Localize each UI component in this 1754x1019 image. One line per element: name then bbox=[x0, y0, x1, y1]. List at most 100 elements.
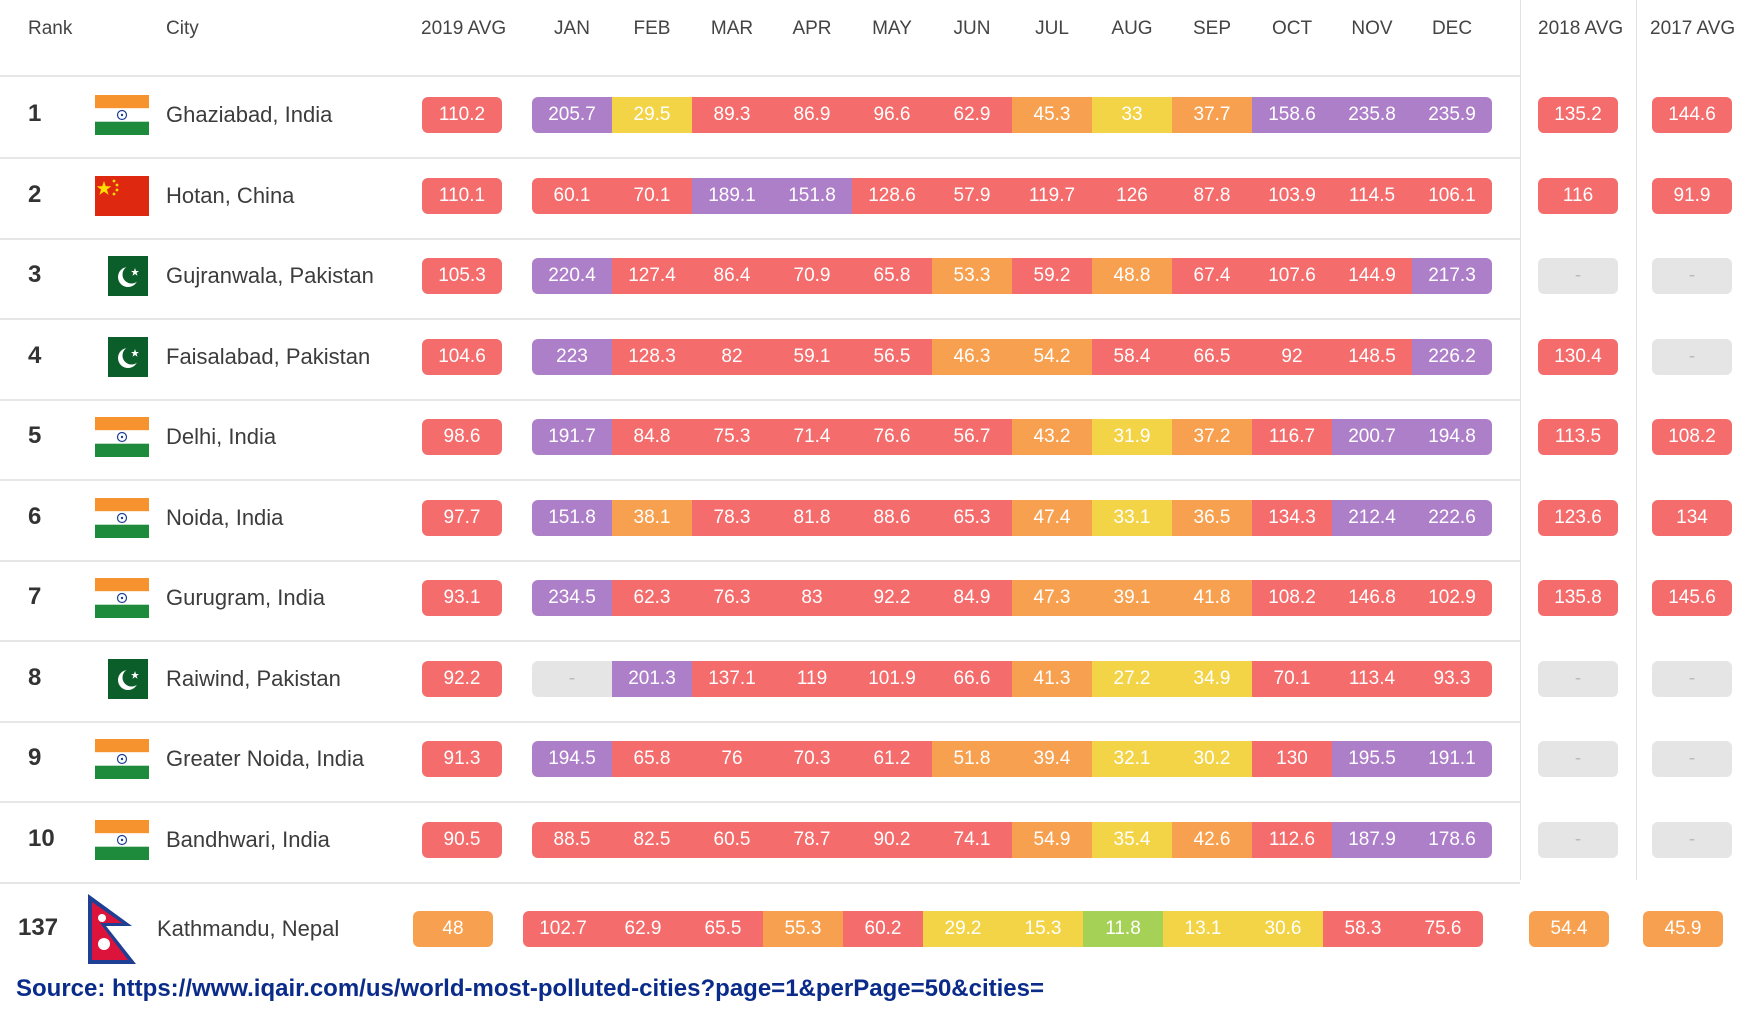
avg2017-cell: 91.9 bbox=[1652, 177, 1732, 214]
avg2019-cell: 91.3 bbox=[422, 741, 502, 777]
month-cell-dec: 194.8 bbox=[1412, 419, 1492, 455]
month-cell-sep: 41.8 bbox=[1172, 580, 1252, 616]
month-cell-jul: 59.2 bbox=[1012, 258, 1092, 294]
month-cell-dec: 235.9 bbox=[1412, 97, 1492, 133]
column-divider-2017 bbox=[1636, 0, 1637, 880]
month-cell-dec: 222.6 bbox=[1412, 499, 1492, 536]
month-cell-jul: 119.7 bbox=[1012, 177, 1092, 214]
avg2019-cell: 104.6 bbox=[422, 338, 502, 375]
month-cell-may: 88.6 bbox=[852, 499, 932, 536]
month-cell-aug: 32.1 bbox=[1092, 741, 1172, 777]
month-cell-oct: 112.6 bbox=[1252, 821, 1332, 858]
month-cell-mar: 82 bbox=[692, 338, 772, 375]
row-divider bbox=[0, 640, 1520, 642]
row-divider bbox=[0, 881, 1520, 884]
month-cell-jun: 56.7 bbox=[932, 419, 1012, 455]
month-cell-dec: 226.2 bbox=[1412, 338, 1492, 375]
avg2018-cell: 135.2 bbox=[1538, 97, 1618, 133]
city-name: Hotan, China bbox=[166, 182, 295, 208]
month-cell-oct: 107.6 bbox=[1252, 258, 1332, 294]
month-cell-aug: 33.1 bbox=[1092, 499, 1172, 536]
month-cell-jul: 43.2 bbox=[1012, 419, 1092, 455]
month-header-nov: NOV bbox=[1351, 18, 1393, 39]
avg2019-cell: 48 bbox=[413, 911, 493, 947]
row-divider bbox=[0, 559, 1520, 562]
avg2017-cell: 108.2 bbox=[1652, 419, 1732, 455]
month-header-sep: SEP bbox=[1192, 18, 1232, 39]
india-flag bbox=[95, 819, 149, 865]
month-cell-jan: 205.7 bbox=[532, 97, 612, 133]
month-cell-apr: 59.1 bbox=[772, 338, 852, 375]
month-cell-feb: 82.5 bbox=[612, 821, 692, 858]
month-cell-nov: 144.9 bbox=[1332, 258, 1412, 294]
avg2017-cell: 134 bbox=[1652, 499, 1732, 536]
avg2017-cell: - bbox=[1652, 821, 1732, 858]
month-header-jun: JUN bbox=[953, 18, 991, 39]
row-divider bbox=[0, 157, 1520, 159]
month-header-aug: AUG bbox=[1111, 18, 1153, 39]
avg2017-cell: - bbox=[1652, 741, 1732, 777]
pakistan-flag bbox=[108, 658, 148, 704]
month-cell-mar: 60.5 bbox=[692, 821, 772, 858]
avg2019-header: 2019 AVG bbox=[421, 18, 507, 39]
month-cell-dec: 191.1 bbox=[1412, 741, 1492, 777]
month-cell-apr: 83 bbox=[772, 580, 852, 616]
avg2018-cell: 135.8 bbox=[1538, 580, 1618, 616]
city-name: Delhi, India bbox=[166, 424, 277, 449]
month-cell-jul: 45.3 bbox=[1012, 97, 1092, 133]
india-flag bbox=[95, 417, 149, 462]
month-cell-apr: 70.3 bbox=[772, 741, 852, 777]
month-cell-mar: 86.4 bbox=[692, 258, 772, 294]
month-cell-feb: 29.5 bbox=[612, 97, 692, 133]
month-cell-feb: 70.1 bbox=[612, 177, 692, 214]
month-cell-sep: 34.9 bbox=[1172, 660, 1252, 697]
month-cell-jan: 102.7 bbox=[523, 911, 603, 947]
month-cell-may: 96.6 bbox=[852, 97, 932, 133]
month-cell-jun: 65.3 bbox=[932, 499, 1012, 536]
month-header-jan: JAN bbox=[554, 18, 590, 39]
avg2017-header: 2017 AVG bbox=[1650, 18, 1736, 39]
pakistan-flag bbox=[108, 256, 148, 301]
rank-cell: 8 bbox=[28, 663, 42, 691]
month-cell-sep: 87.8 bbox=[1172, 177, 1252, 214]
avg2018-cell: 116 bbox=[1538, 177, 1618, 214]
month-cell-jun: 84.9 bbox=[932, 580, 1012, 616]
month-cell-jun: 66.6 bbox=[932, 660, 1012, 697]
india-flag bbox=[95, 95, 149, 140]
pakistan-flag bbox=[108, 336, 148, 382]
month-cell-oct: 92 bbox=[1252, 338, 1332, 375]
month-cell-apr: 71.4 bbox=[772, 419, 852, 455]
avg2018-cell: 130.4 bbox=[1538, 338, 1618, 375]
month-cell-nov: 114.5 bbox=[1332, 177, 1412, 214]
month-cell-jan: 220.4 bbox=[532, 258, 612, 294]
avg2019-cell: 105.3 bbox=[422, 258, 502, 294]
avg2019-cell: 92.2 bbox=[422, 660, 502, 697]
month-cell-may: 90.2 bbox=[852, 821, 932, 858]
avg2017-cell: - bbox=[1652, 660, 1732, 697]
month-cell-jun: 29.2 bbox=[923, 911, 1003, 947]
city-name: Ghaziabad, India bbox=[166, 102, 333, 127]
month-cell-aug: 31.9 bbox=[1092, 419, 1172, 455]
month-cell-nov: 148.5 bbox=[1332, 338, 1412, 375]
month-cell-sep: 67.4 bbox=[1172, 258, 1252, 294]
month-cell-dec: 106.1 bbox=[1412, 177, 1492, 214]
month-cell-apr: 86.9 bbox=[772, 97, 852, 133]
city-name: Faisalabad, Pakistan bbox=[166, 343, 371, 369]
month-cell-apr: 119 bbox=[772, 660, 852, 697]
avg2019-cell: 110.1 bbox=[422, 177, 502, 214]
month-cell-may: 76.6 bbox=[852, 419, 932, 455]
city-name: Bandhwari, India bbox=[166, 826, 330, 852]
avg2018-cell: 123.6 bbox=[1538, 499, 1618, 536]
avg2019-cell: 93.1 bbox=[422, 580, 502, 616]
month-cell-mar: 137.1 bbox=[692, 660, 772, 697]
month-cell-oct: 158.6 bbox=[1252, 97, 1332, 133]
month-cell-oct: 30.6 bbox=[1243, 911, 1323, 947]
month-header-apr: APR bbox=[792, 18, 832, 39]
month-cell-sep: 42.6 bbox=[1172, 821, 1252, 858]
month-header-may: MAY bbox=[872, 18, 912, 39]
avg2017-cell: 145.6 bbox=[1652, 580, 1732, 616]
month-cell-mar: 189.1 bbox=[692, 177, 772, 214]
city-name: Gurugram, India bbox=[166, 585, 325, 610]
month-cell-jun: 51.8 bbox=[932, 741, 1012, 777]
month-header-mar: MAR bbox=[710, 18, 754, 39]
